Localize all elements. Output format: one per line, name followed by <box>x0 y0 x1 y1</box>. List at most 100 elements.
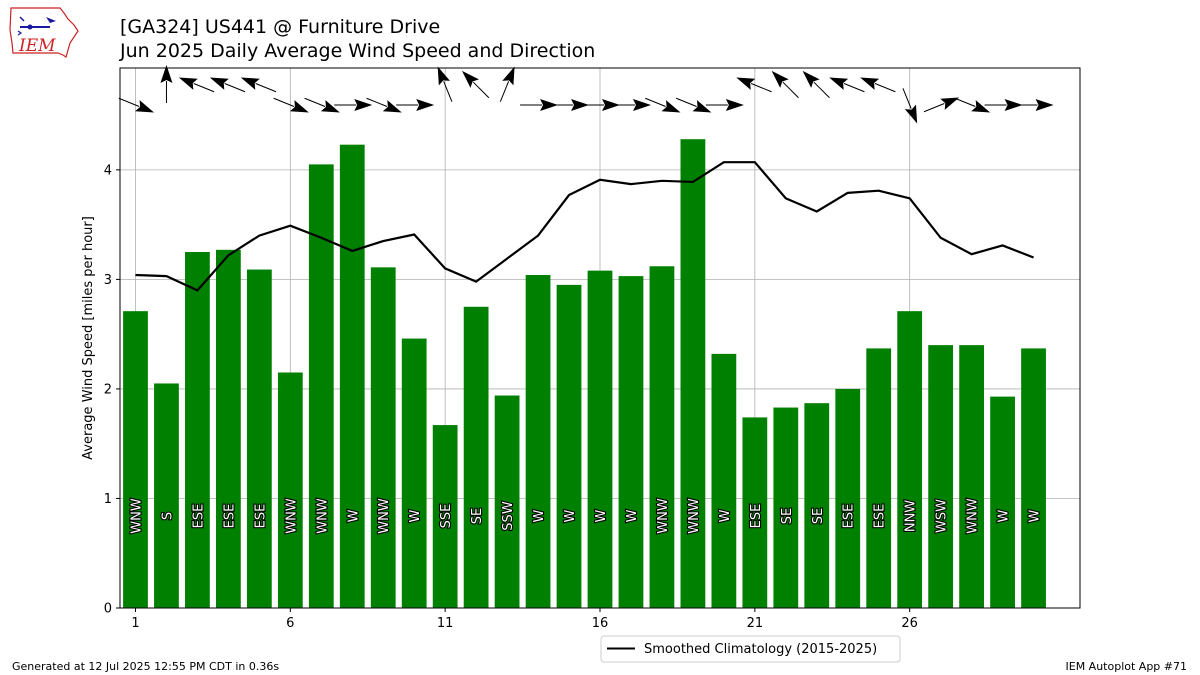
y-tick-label: 1 <box>104 492 112 507</box>
y-tick-label: 3 <box>104 273 112 288</box>
bar <box>990 396 1015 608</box>
direction-label: W <box>718 509 733 522</box>
bar <box>835 388 861 608</box>
direction-label: W <box>532 509 547 522</box>
wind-arrow-icon <box>273 97 309 113</box>
legend-box <box>600 635 901 663</box>
direction-label: ESE <box>749 504 764 529</box>
wind-arrow-icon <box>1015 99 1054 111</box>
wind-arrow-icon <box>902 88 918 124</box>
direction-labels: WNW S ESE ESE ESE WNW WNW W WNW W SSE SE SSW W W W W WNW W… <box>128 497 1043 535</box>
direction-label: WSW <box>935 499 950 533</box>
chart-subtitle: Jun 2025 Daily Average Wind Speed and Di… <box>120 40 596 62</box>
direction-label: NNW <box>904 500 919 532</box>
bar <box>649 266 675 608</box>
wind-arrow-icon <box>582 99 620 111</box>
x-tick-label: 11 <box>437 616 454 631</box>
direction-label: SE <box>811 508 826 524</box>
wind-arrow-icon <box>829 77 865 93</box>
x-tick-label: 21 <box>747 616 764 631</box>
footer-generated: Generated at 12 Jul 2025 12:55 PM CDT in… <box>12 660 280 673</box>
wind-arrow-icon <box>860 77 896 93</box>
bar <box>463 306 489 608</box>
x-tick-label: 6 <box>286 616 294 631</box>
direction-label: SE <box>470 508 485 524</box>
wind-arrow-icon <box>520 99 559 111</box>
bar <box>804 403 830 608</box>
y-tick-label: 0 <box>104 602 112 617</box>
direction-label: W <box>563 509 578 522</box>
bar <box>587 270 613 608</box>
bar <box>277 372 303 608</box>
direction-label: W <box>625 509 640 522</box>
y-axis-label: Average Wind Speed [miles per hour] <box>81 216 96 460</box>
bar <box>773 407 799 608</box>
direction-label: ESE <box>222 504 237 529</box>
bar <box>1021 348 1046 608</box>
bar <box>897 311 923 608</box>
direction-label: S <box>160 512 175 520</box>
x-tick-label: 1 <box>131 616 139 631</box>
wind-arrow-icon <box>984 99 1023 111</box>
climatology-line-group <box>135 161 1034 292</box>
y-tick-label: 4 <box>104 163 112 178</box>
bar <box>246 269 272 608</box>
legend: Smoothed Climatology (2015-2025) <box>600 635 901 663</box>
wind-arrow-icon <box>240 77 277 93</box>
bar <box>308 164 334 608</box>
wind-arrow-icon <box>118 97 155 113</box>
direction-label: WNW <box>315 498 330 534</box>
direction-label: WNW <box>656 498 671 534</box>
wind-arrow-icon <box>178 77 215 93</box>
bar <box>370 267 396 608</box>
direction-label: WNW <box>687 498 702 534</box>
direction-label: SSW <box>501 501 516 531</box>
state-outline-icon <box>9 7 79 58</box>
direction-label: SE <box>780 508 795 524</box>
wind-arrow-icon <box>437 66 453 102</box>
legend-label: Smoothed Climatology (2015-2025) <box>644 642 877 657</box>
bar <box>525 275 551 608</box>
y-tick-label: 2 <box>104 382 112 397</box>
bar <box>742 417 768 608</box>
wind-arrow-icon <box>736 77 772 93</box>
bar <box>618 276 644 608</box>
bar <box>401 338 427 608</box>
bar <box>432 425 458 608</box>
direction-label: WNW <box>377 498 392 534</box>
direction-label: ESE <box>253 504 268 529</box>
wind-arrow-icon <box>612 99 651 111</box>
wind-arrow-icon <box>396 99 435 111</box>
direction-label: SSE <box>439 504 454 529</box>
direction-label: W <box>346 509 361 522</box>
wind-arrow-icon <box>802 70 830 99</box>
bar <box>866 348 892 608</box>
direction-label: W <box>997 509 1012 522</box>
bar <box>494 395 520 608</box>
wind-arrows <box>118 65 1054 124</box>
bar <box>680 139 706 608</box>
iem-logo: IEM <box>9 7 79 58</box>
logo-text: IEM <box>18 36 56 56</box>
bar <box>928 345 954 608</box>
wind-arrow-icon <box>676 97 712 113</box>
x-tick-label: 16 <box>592 616 609 631</box>
climatology-line <box>135 161 1034 292</box>
bar <box>959 345 984 608</box>
wind-arrow-icon <box>923 97 960 113</box>
wind-arrow-icon <box>771 70 799 99</box>
direction-label: W <box>1028 509 1043 522</box>
direction-label: ESE <box>842 504 857 529</box>
direction-label: ESE <box>191 504 206 529</box>
direction-label: WNW <box>129 498 144 534</box>
bar <box>154 383 179 608</box>
wind-arrow-icon <box>366 97 402 113</box>
wind-arrow-icon <box>334 99 373 111</box>
bar <box>123 311 148 608</box>
wind-arrow-icon <box>209 77 246 93</box>
direction-label: WNW <box>966 498 981 534</box>
footer-app: IEM Autoplot App #71 <box>1065 660 1188 673</box>
x-tick-label: 26 <box>901 616 918 631</box>
wind-arrow-icon <box>160 65 173 103</box>
